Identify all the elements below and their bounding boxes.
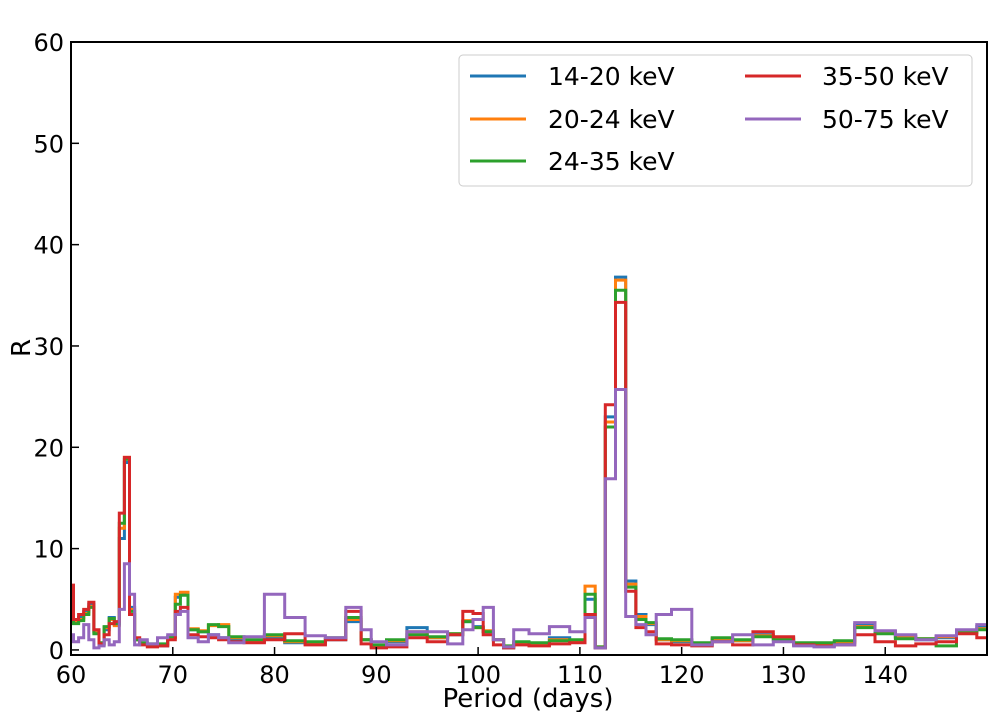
y-tick-label: 30 [33,333,64,361]
series-line-3 [71,288,987,649]
y-tick-label: 0 [49,637,64,665]
legend-box [458,54,973,187]
legend-label: 14-20 keV [548,62,675,91]
y-axis: 0 10 20 30 40 50 60 [33,29,79,665]
x-tick-label: 110 [557,661,603,689]
plot-frame [70,41,988,656]
x-axis: 60 70 80 90 100 110 120 130 140 [56,647,908,689]
x-tick-label: 80 [259,661,290,689]
legend-label: 24-35 keV [548,147,675,176]
x-tick-label: 70 [158,661,189,689]
legend-label: 35-50 keV [822,62,949,91]
x-tick-label: 60 [56,661,87,689]
y-tick-label: 20 [33,434,64,462]
series-line-5 [71,388,987,650]
y-tick-label: 10 [33,536,64,564]
x-tick-label: 120 [659,661,705,689]
legend-label: 20-24 keV [548,105,675,134]
x-tick-label: 100 [455,661,501,689]
x-tick-label: 130 [761,661,807,689]
legend: 14-20 keV 20-24 keV 24-35 keV 35-50 keV 50-7… [458,54,973,187]
y-tick-label: 50 [33,130,64,158]
y-axis-label: R [7,339,37,357]
y-tick-label: 60 [33,29,64,57]
series-layer [71,275,987,650]
x-tick-label: 140 [862,661,908,689]
legend-label: 50-75 keV [822,105,949,134]
x-axis-label: Period (days) [443,684,614,712]
y-tick-label: 40 [33,232,64,260]
x-tick-label: 90 [361,661,392,689]
